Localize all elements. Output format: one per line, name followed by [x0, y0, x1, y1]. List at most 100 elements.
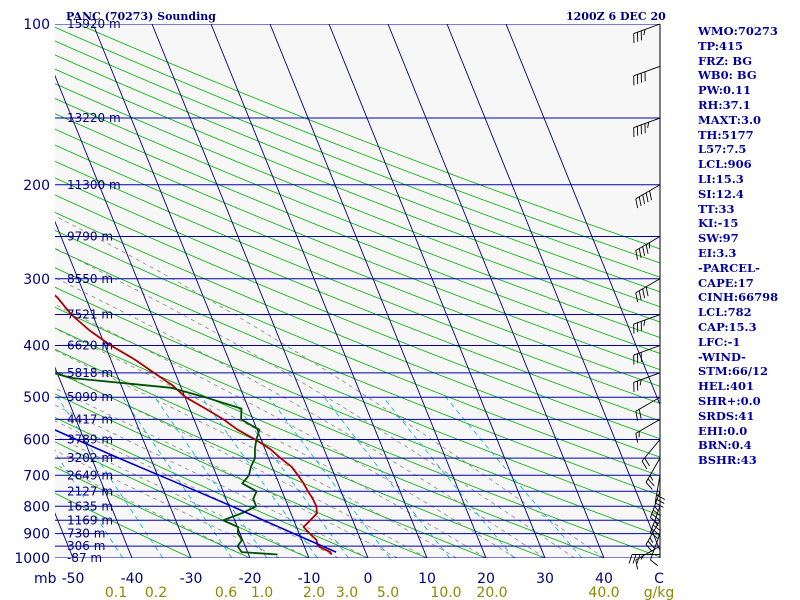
pressure-tick-label: 400: [23, 339, 50, 355]
pressure-tick-label: 800: [23, 499, 50, 515]
wind-barb: [633, 65, 661, 86]
isotherm: [92, 24, 310, 558]
wind-barb: [633, 345, 661, 365]
dry-adiabat: [55, 54, 660, 293]
mixing-ratio-label: 40.0: [588, 585, 619, 600]
mixing-ratio-label: 1.0: [251, 585, 273, 600]
mixing-ratio-label: 20.0: [476, 585, 507, 600]
index-line: LI:15.3: [698, 171, 744, 186]
chart-grid: [0, 24, 660, 558]
index-line: SHR+:0.0: [698, 393, 761, 408]
isotherm: [151, 24, 369, 558]
height-label: 11300 m: [67, 178, 121, 192]
index-line: EI:3.3: [698, 245, 737, 260]
temperature-unit-label: C: [654, 571, 664, 587]
moist-adiabat: [55, 449, 280, 558]
temperature-tick-label: 30: [536, 571, 554, 587]
index-line: HEL:401: [698, 379, 754, 394]
height-label: 1169 m: [67, 513, 113, 527]
temperature-tick-label: 20: [477, 571, 495, 587]
height-label: 13220 m: [67, 111, 121, 125]
dry-adiabat: [55, 466, 251, 558]
wind-barb: [635, 278, 661, 303]
dry-adiabat: [55, 393, 428, 558]
wind-barb: [650, 533, 661, 567]
wind-barb: [645, 457, 661, 490]
chart-series: [55, 294, 337, 556]
pressure-tick-label: 600: [23, 433, 50, 449]
moist-adiabat: [55, 349, 457, 558]
dry-adiabat: [55, 327, 605, 558]
wind-barb: [635, 396, 661, 421]
index-line: TT:33: [698, 201, 735, 216]
isotherm: [446, 24, 660, 552]
dewpoint-line: [55, 372, 278, 556]
dry-adiabat: [55, 144, 660, 387]
mixing-ratio-line: [445, 396, 583, 558]
wind-barb: [641, 439, 661, 470]
index-line: TH:5177: [698, 127, 754, 142]
index-line: BSHR:43: [698, 453, 757, 468]
index-line: CAP:15.3: [698, 319, 757, 334]
isotherm: [210, 24, 428, 558]
wind-barb: [635, 184, 661, 209]
index-line: TP:415: [698, 38, 744, 53]
dry-adiabat: [55, 306, 660, 558]
temperature-tick-label: 40: [595, 571, 613, 587]
index-line: SI:12.4: [698, 186, 744, 201]
temperature-tick-label: -40: [121, 571, 144, 587]
isotherm: [55, 74, 251, 558]
moist-adiabat: [55, 420, 339, 558]
dry-adiabat: [77, 24, 660, 250]
mixing-ratio-label: 0.1: [105, 585, 127, 600]
pressure-tick-label: 1000: [14, 551, 50, 567]
moist-adiabat: [55, 304, 516, 558]
wind-barb: [633, 314, 661, 334]
pressure-tick-label: 100: [23, 17, 50, 33]
dry-adiabat: [55, 248, 660, 496]
height-label: 15920 m: [67, 17, 121, 31]
isotherm: [387, 24, 605, 558]
wind-barb: [635, 418, 661, 443]
temperature-tick-label: 0: [364, 571, 373, 587]
mixing-ratio-label: 3.0: [336, 585, 358, 600]
pressure-unit-label: mb: [34, 571, 57, 587]
pressure-tick-label: 200: [23, 178, 50, 194]
moist-adiabat: [55, 328, 487, 558]
temperature-tick-label: -50: [62, 571, 85, 587]
index-line: L57:7.5: [698, 142, 747, 157]
height-label: -87 m: [67, 551, 102, 565]
moist-adiabat: [55, 369, 428, 558]
mixing-ratio-unit: g/kg: [644, 585, 675, 600]
temperature-tick-label: 10: [418, 571, 436, 587]
height-label: 8550 m: [67, 272, 113, 286]
dry-adiabat: [55, 441, 310, 558]
height-label: 5090 m: [67, 390, 113, 404]
mixing-ratio-label: 5.0: [377, 585, 399, 600]
index-line: LFC:-1: [698, 334, 741, 349]
dry-adiabat: [55, 113, 660, 354]
height-label: 730 m: [67, 527, 105, 541]
mixing-ratio-label: 0.2: [145, 585, 167, 600]
pressure-tick-label: 900: [23, 527, 50, 543]
index-line: EHI:0.0: [698, 423, 748, 438]
sounding-time: 1200Z 6 DEC 20: [566, 10, 666, 23]
dry-adiabat: [55, 160, 660, 404]
dry-adiabat: [55, 370, 487, 558]
isotherm: [328, 24, 546, 558]
isotherm: [0, 24, 14, 558]
dry-adiabat: [55, 98, 660, 338]
wind-barb: [633, 372, 661, 392]
index-line: LCL:782: [698, 305, 752, 320]
height-label: 3789 m: [67, 433, 113, 447]
chart-background: [55, 24, 660, 558]
temperature-tick-label: -10: [298, 571, 321, 587]
index-line: KI:-15: [698, 216, 739, 231]
isotherm: [55, 220, 192, 558]
index-line: WMO:70273: [698, 24, 778, 38]
dry-adiabat: [55, 229, 660, 477]
index-line: -WIND-: [698, 349, 746, 364]
wind-barb: [633, 23, 661, 44]
height-label: 3202 m: [67, 451, 113, 465]
